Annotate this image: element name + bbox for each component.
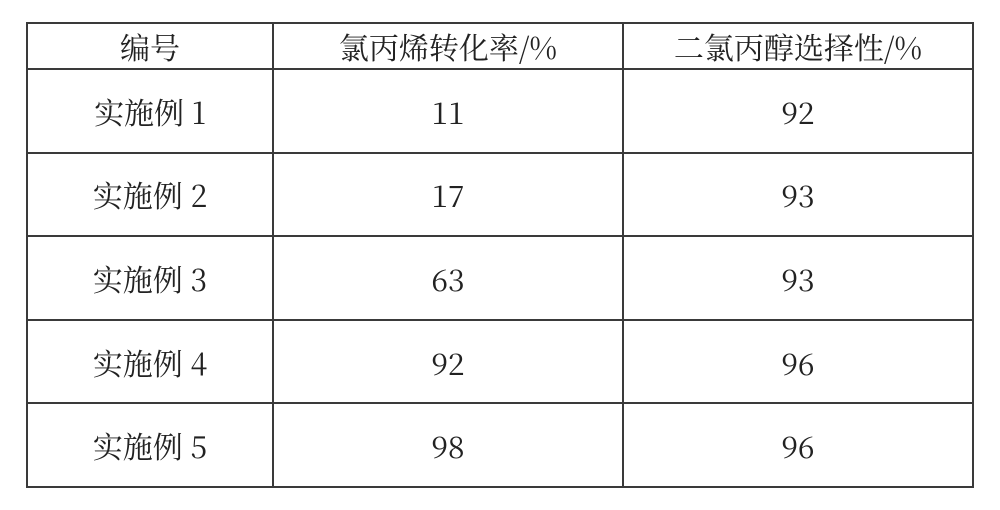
cell-id: 实施例 4 (27, 320, 273, 404)
table-row: 实施例 3 63 93 (27, 236, 973, 320)
table-row: 实施例 4 92 96 (27, 320, 973, 404)
table-row: 实施例 2 17 93 (27, 153, 973, 237)
col-header-selectivity: 二氯丙醇选择性/% (623, 23, 973, 69)
table-container: 编号 氯丙烯转化率/% 二氯丙醇选择性/% 实施例 1 11 92 实施例 2 … (0, 0, 1000, 510)
cell-conversion: 63 (273, 236, 623, 320)
table-header-row: 编号 氯丙烯转化率/% 二氯丙醇选择性/% (27, 23, 973, 69)
table-row: 实施例 5 98 96 (27, 403, 973, 487)
cell-id: 实施例 3 (27, 236, 273, 320)
table-row: 实施例 1 11 92 (27, 69, 973, 153)
col-header-conversion: 氯丙烯转化率/% (273, 23, 623, 69)
cell-conversion: 92 (273, 320, 623, 404)
cell-conversion: 11 (273, 69, 623, 153)
cell-conversion: 98 (273, 403, 623, 487)
cell-selectivity: 93 (623, 236, 973, 320)
cell-id: 实施例 2 (27, 153, 273, 237)
cell-selectivity: 96 (623, 320, 973, 404)
cell-conversion: 17 (273, 153, 623, 237)
cell-id: 实施例 1 (27, 69, 273, 153)
cell-selectivity: 96 (623, 403, 973, 487)
cell-selectivity: 92 (623, 69, 973, 153)
cell-selectivity: 93 (623, 153, 973, 237)
data-table: 编号 氯丙烯转化率/% 二氯丙醇选择性/% 实施例 1 11 92 实施例 2 … (26, 22, 974, 488)
col-header-id: 编号 (27, 23, 273, 69)
cell-id: 实施例 5 (27, 403, 273, 487)
